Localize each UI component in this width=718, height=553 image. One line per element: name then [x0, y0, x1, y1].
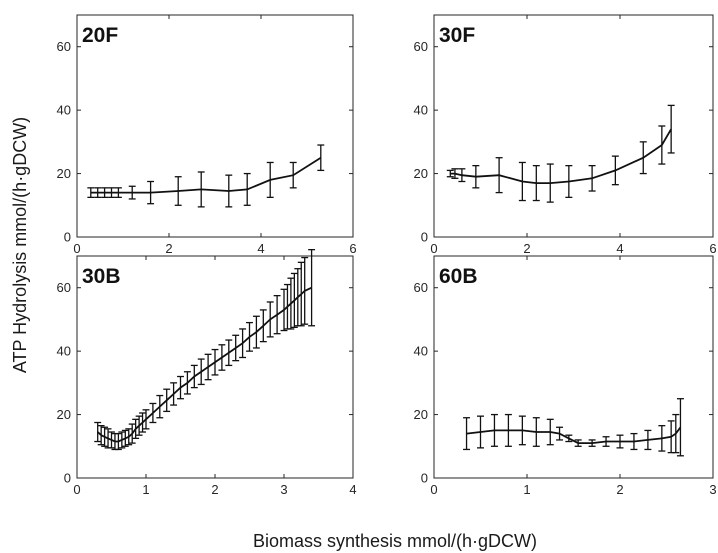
y-tick-label: 60: [414, 39, 428, 54]
y-tick-label: 20: [57, 166, 71, 181]
panel-title: 30F: [439, 24, 475, 47]
x-tick-label: 4: [257, 241, 264, 256]
x-tick-label: 0: [73, 241, 80, 256]
x-tick-label: 2: [523, 241, 530, 256]
series-line: [90, 156, 322, 194]
error-bar: [463, 417, 471, 451]
y-tick-label: 0: [421, 230, 428, 245]
panel-title: 20F: [82, 24, 118, 47]
y-tick-label: 60: [57, 280, 71, 295]
error-bar: [446, 169, 454, 178]
axes-box: [433, 14, 714, 238]
x-tick-label: 2: [165, 241, 172, 256]
x-tick-label: 1: [523, 482, 530, 497]
x-tick-label: 0: [430, 241, 437, 256]
x-tick-label: 1: [142, 482, 149, 497]
y-tick-label: 20: [57, 407, 71, 422]
y-axis-label: ATP Hydrolysis mmol/(h·gDCW): [10, 117, 30, 373]
y-tick-label: 40: [414, 103, 428, 118]
y-tick-label: 20: [414, 166, 428, 181]
y-tick-label: 40: [414, 344, 428, 359]
series-line: [450, 128, 672, 185]
error-bar: [676, 398, 684, 457]
x-tick-label: 6: [349, 241, 356, 256]
series-line: [97, 286, 312, 443]
x-tick-label: 0: [73, 482, 80, 497]
panel-title: 60B: [439, 265, 478, 288]
series-line: [466, 426, 682, 445]
y-tick-label: 60: [414, 280, 428, 295]
x-tick-label: 0: [430, 482, 437, 497]
x-tick-label: 2: [211, 482, 218, 497]
x-tick-label: 6: [709, 241, 716, 256]
y-tick-label: 0: [64, 471, 71, 486]
y-tick-label: 0: [64, 230, 71, 245]
panel-60B: 0 1 2 3 0 20 40 60 60B: [414, 255, 717, 497]
y-tick-label: 20: [414, 407, 428, 422]
y-tick-label: 0: [421, 471, 428, 486]
x-tick-label: 3: [280, 482, 287, 497]
panel-title: 30B: [82, 265, 121, 288]
y-tick-label: 60: [57, 39, 71, 54]
x-tick-label: 2: [616, 482, 623, 497]
axes-box: [433, 255, 714, 479]
x-tick-label: 4: [349, 482, 356, 497]
x-tick-label: 4: [616, 241, 623, 256]
x-tick-label: 3: [709, 482, 716, 497]
error-bar: [667, 104, 675, 154]
y-tick-label: 40: [57, 344, 71, 359]
y-tick-label: 40: [57, 103, 71, 118]
axes-box: [76, 14, 354, 238]
x-axis-label: Biomass synthesis mmol/(h·gDCW): [253, 531, 537, 551]
